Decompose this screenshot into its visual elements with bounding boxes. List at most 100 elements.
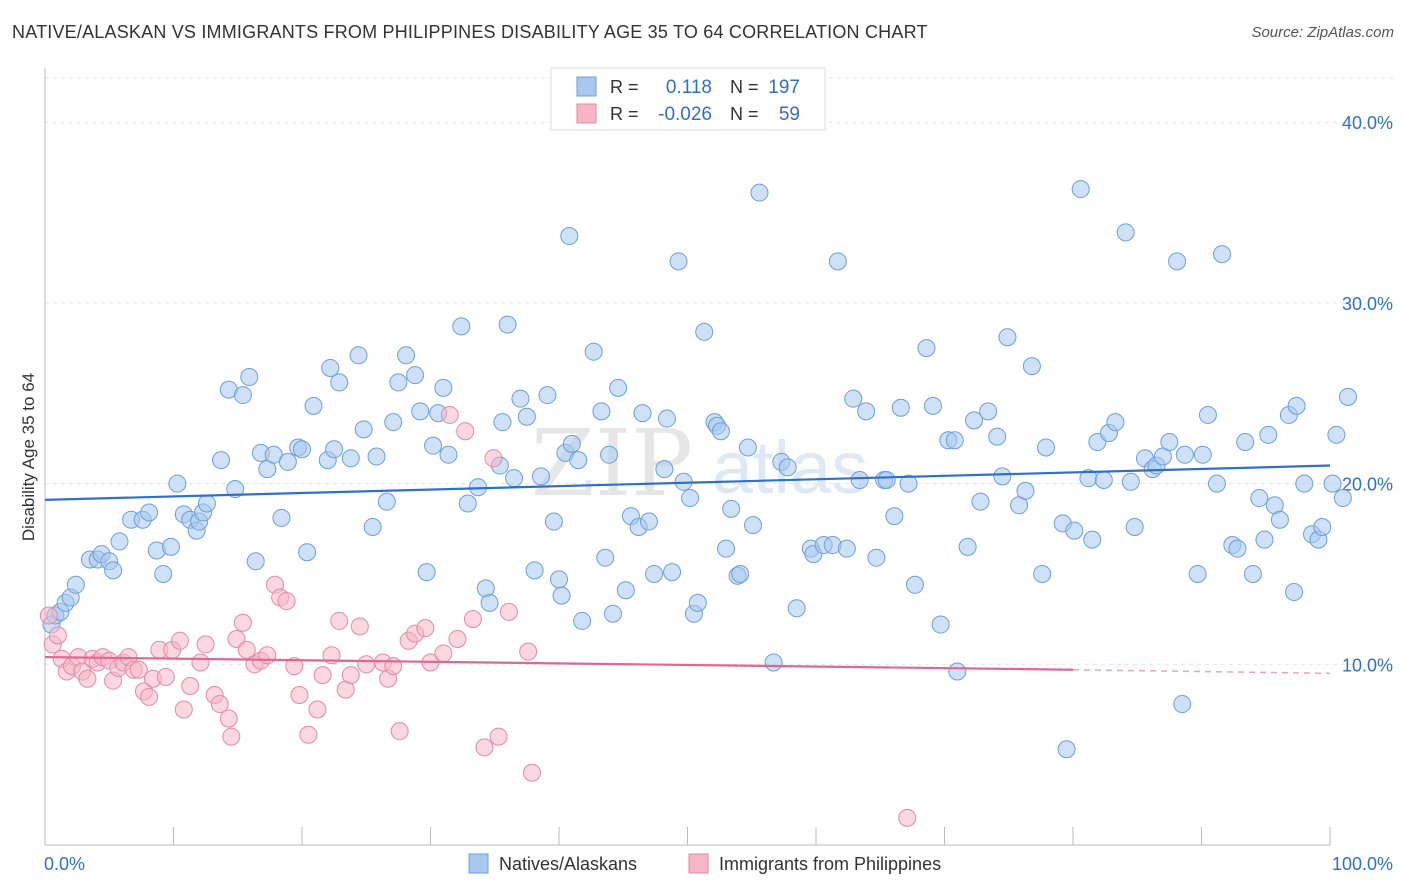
native-trend-line bbox=[44, 464, 1331, 501]
native-point bbox=[226, 480, 245, 499]
native-point bbox=[1270, 510, 1289, 529]
native-point bbox=[688, 593, 707, 612]
native-point bbox=[744, 516, 763, 535]
native-point bbox=[511, 389, 530, 408]
native-point bbox=[434, 378, 453, 397]
native-point bbox=[197, 494, 216, 513]
legend-swatch-philippines bbox=[576, 103, 597, 124]
chart-title: NATIVE/ALASKAN VS IMMIGRANTS FROM PHILIP… bbox=[12, 22, 928, 42]
y-tick-label-10: 10.0% bbox=[1342, 655, 1393, 675]
native-point bbox=[657, 409, 676, 428]
native-point bbox=[246, 552, 265, 571]
native-point bbox=[603, 604, 622, 623]
native-point bbox=[1193, 445, 1212, 464]
native-point bbox=[1057, 740, 1076, 759]
native-point bbox=[384, 413, 403, 432]
native-point bbox=[341, 449, 360, 468]
native-point bbox=[1295, 474, 1314, 493]
native-point bbox=[161, 537, 180, 556]
native-point bbox=[828, 252, 847, 271]
philippines-point bbox=[499, 602, 518, 621]
philippines-point bbox=[456, 422, 475, 441]
native-point bbox=[354, 420, 373, 439]
philippines-point bbox=[448, 630, 467, 649]
x-tick-label-0: 0.0% bbox=[44, 854, 85, 874]
philippines-point bbox=[489, 727, 508, 746]
native-point bbox=[867, 548, 886, 567]
legend-r-value-philippines: -0.026 bbox=[658, 104, 712, 125]
legend-n-label-natives: N = bbox=[730, 77, 759, 97]
native-point bbox=[330, 373, 349, 392]
native-point bbox=[633, 404, 652, 423]
native-point bbox=[850, 470, 869, 489]
y-tick-label-20: 20.0% bbox=[1342, 475, 1393, 495]
native-point bbox=[891, 398, 910, 417]
native-point bbox=[1168, 252, 1187, 271]
native-point bbox=[363, 517, 382, 536]
native-point bbox=[750, 183, 769, 202]
native-point bbox=[988, 427, 1007, 446]
philippines-point bbox=[898, 808, 917, 827]
native-point bbox=[837, 539, 856, 558]
philippines-point bbox=[191, 653, 210, 672]
native-point bbox=[1083, 530, 1102, 549]
philippines-trend-extension bbox=[1072, 668, 1331, 675]
philippines-point bbox=[519, 642, 538, 661]
native-point bbox=[971, 492, 990, 511]
native-point bbox=[1287, 396, 1306, 415]
native-point bbox=[1236, 433, 1255, 452]
native-point bbox=[1228, 539, 1247, 558]
native-point bbox=[406, 366, 425, 385]
philippines-point bbox=[341, 666, 360, 685]
legend-box bbox=[550, 67, 826, 131]
native-point bbox=[931, 615, 950, 634]
legend-n-value-philippines: 59 bbox=[779, 104, 800, 125]
philippines-point bbox=[140, 687, 159, 706]
native-point bbox=[695, 322, 714, 341]
native-point bbox=[998, 328, 1017, 347]
philippines-point bbox=[210, 695, 229, 714]
native-point bbox=[424, 436, 443, 455]
philippines-point bbox=[313, 666, 332, 685]
native-point bbox=[711, 422, 730, 441]
philippines-point bbox=[219, 709, 238, 728]
native-point bbox=[505, 469, 524, 488]
native-point bbox=[264, 445, 283, 464]
native-point bbox=[110, 532, 129, 551]
philippines-point bbox=[440, 405, 459, 424]
native-point bbox=[979, 402, 998, 421]
native-point bbox=[1071, 180, 1090, 199]
data-points bbox=[39, 180, 1357, 827]
native-point bbox=[639, 512, 658, 531]
chart-source: Source: ZipAtlas.com bbox=[1251, 24, 1394, 41]
native-point bbox=[1207, 474, 1226, 493]
native-point bbox=[1188, 564, 1207, 583]
native-point bbox=[480, 593, 499, 612]
native-point bbox=[1250, 489, 1269, 508]
philippines-point bbox=[78, 669, 97, 688]
native-point bbox=[958, 537, 977, 556]
native-point bbox=[877, 470, 896, 489]
native-point bbox=[731, 564, 750, 583]
native-point bbox=[411, 402, 430, 421]
native-point bbox=[560, 227, 579, 246]
native-point bbox=[212, 451, 231, 470]
philippines-point bbox=[475, 738, 494, 757]
native-point bbox=[885, 507, 904, 526]
native-point bbox=[1106, 413, 1125, 432]
native-point bbox=[525, 561, 544, 580]
y-tick-labels: 10.0% 20.0% 30.0% 40.0% bbox=[1342, 113, 1393, 675]
x-tick-label-100: 100.0% bbox=[1332, 854, 1393, 874]
native-point bbox=[104, 561, 123, 580]
native-point bbox=[293, 440, 311, 459]
philippines-point bbox=[330, 611, 349, 630]
philippines-point bbox=[237, 640, 256, 659]
native-point bbox=[389, 373, 408, 392]
native-point bbox=[584, 342, 603, 361]
native-point bbox=[532, 467, 551, 486]
native-point bbox=[1327, 425, 1346, 444]
native-point bbox=[1116, 223, 1135, 242]
native-point bbox=[905, 575, 924, 594]
native-point bbox=[573, 611, 592, 630]
philippines-point bbox=[258, 646, 277, 665]
